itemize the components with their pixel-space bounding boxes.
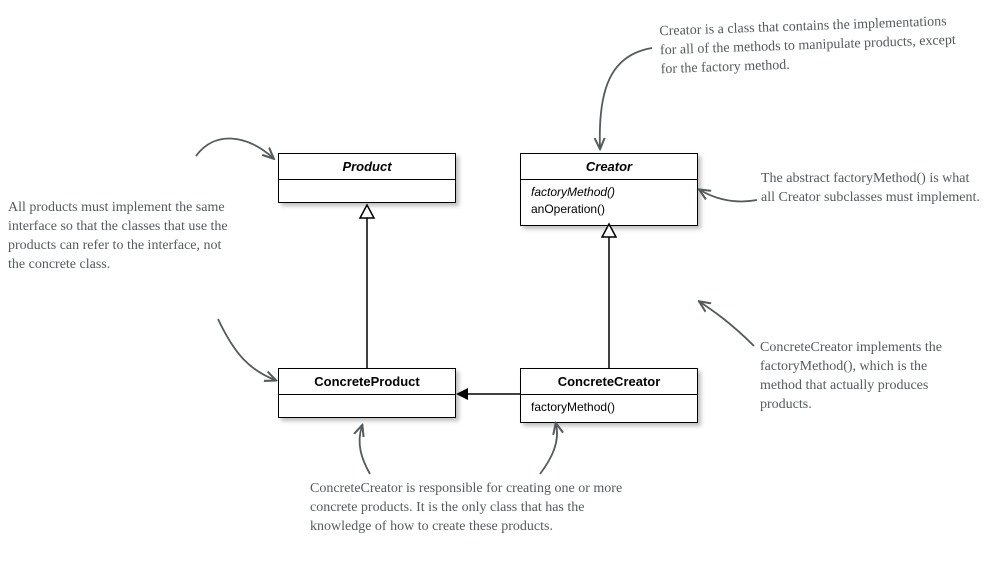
connector-dependency xyxy=(456,388,520,400)
annotation-factory-method: The abstract factoryMethod() is what all… xyxy=(761,170,981,208)
class-method: factoryMethod() xyxy=(531,184,687,201)
class-method: factoryMethod() xyxy=(531,399,687,416)
class-title: Creator xyxy=(521,154,697,180)
class-body xyxy=(279,395,455,417)
class-method: anOperation() xyxy=(531,201,687,218)
class-product: Product xyxy=(278,153,456,203)
class-concrete-product: ConcreteProduct xyxy=(278,368,456,418)
connector-inheritance-product xyxy=(360,205,374,368)
class-title: ConcreteCreator xyxy=(521,369,697,395)
class-concrete-creator: ConcreteCreator factoryMethod() xyxy=(520,368,698,423)
class-creator: Creator factoryMethod() anOperation() xyxy=(520,153,698,226)
annotation-concrete-creator: ConcreteCreator implements the factoryMe… xyxy=(760,339,970,415)
connector-inheritance-creator xyxy=(602,224,616,368)
class-body: factoryMethod() xyxy=(521,395,697,422)
annotation-products-interface: All products must implement the same int… xyxy=(8,199,238,275)
class-body xyxy=(279,180,455,202)
class-body: factoryMethod() anOperation() xyxy=(521,180,697,225)
class-title: ConcreteProduct xyxy=(279,369,455,395)
class-title: Product xyxy=(279,154,455,180)
annotation-concrete-creator-responsibility: ConcreteCreator is responsible for creat… xyxy=(310,480,640,537)
annotation-creator-description: Creator is a class that contains the imp… xyxy=(659,13,961,80)
